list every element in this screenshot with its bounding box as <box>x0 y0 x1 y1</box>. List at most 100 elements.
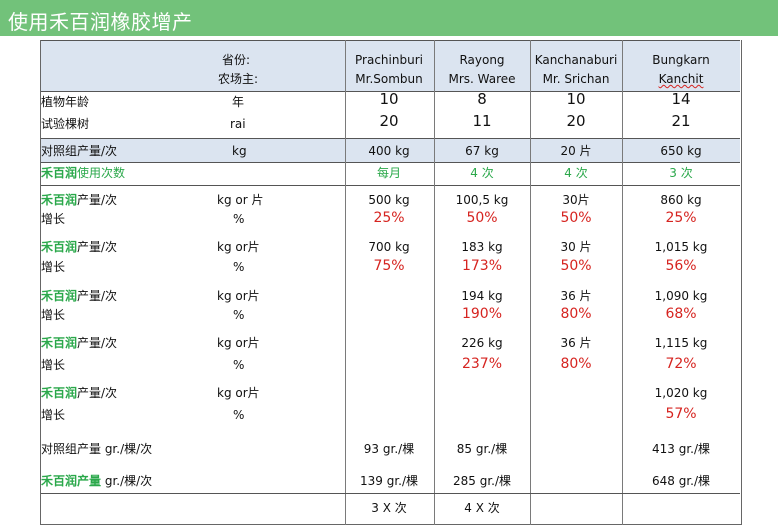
control-yield-value: 67 kg <box>465 144 499 158</box>
trial-yield-value: 226 kg <box>461 336 503 350</box>
control-yield-value: 20 片 <box>560 144 592 158</box>
control-per-tree-label: 对照组产量 gr./棵/次 <box>41 442 153 456</box>
growth-value: 50% <box>466 210 498 226</box>
usage-value: 每月 <box>376 166 402 180</box>
farm-province: Bungkarn <box>652 53 710 67</box>
trial-yield-label: 禾百润产量/次 <box>41 289 118 303</box>
column-divider <box>434 40 435 525</box>
column-divider <box>345 40 346 525</box>
growth-value: 25% <box>373 210 405 226</box>
trees-value: 20 <box>566 112 586 130</box>
trial-yield-value: 1,020 kg <box>654 386 708 400</box>
farm-province: Rayong <box>459 53 505 67</box>
trial-unit: kg or片 <box>217 289 260 303</box>
growth-value: 56% <box>665 258 697 274</box>
growth-value: 75% <box>373 258 405 274</box>
farmer-label: 农场主: <box>218 72 259 86</box>
trial-yield-value: 183 kg <box>461 240 503 254</box>
age-value: 10 <box>379 90 399 108</box>
usage-row-divider <box>41 185 740 186</box>
farm-province: Kanchanaburi <box>534 53 618 67</box>
control-yield-value: 650 kg <box>660 144 702 158</box>
footer-divider <box>41 493 740 494</box>
trial-unit: kg or片 <box>217 386 260 400</box>
trial-unit: kg or 片 <box>217 193 264 207</box>
trial-yield-value: 500 kg <box>368 193 410 207</box>
column-divider <box>622 40 623 525</box>
control-yield-label: 对照组产量/次 <box>41 144 118 158</box>
growth-value: 80% <box>560 306 592 322</box>
trial-yield-label: 禾百润产量/次 <box>41 240 118 254</box>
growth-unit: % <box>233 212 245 226</box>
growth-value: 50% <box>560 210 592 226</box>
header-band <box>41 40 740 92</box>
title-banner: 使用禾百润橡胶增产 <box>0 0 778 36</box>
growth-unit: % <box>233 308 245 322</box>
usage-value: 4 次 <box>564 166 588 180</box>
trial-unit: kg or片 <box>217 240 260 254</box>
growth-value: 50% <box>560 258 592 274</box>
growth-unit: % <box>233 358 245 372</box>
growth-value: 237% <box>461 356 503 372</box>
growth-unit: % <box>233 260 245 274</box>
age-value: 14 <box>671 90 691 108</box>
trees-value: 20 <box>379 112 399 130</box>
trial-yield-value: 1,015 kg <box>654 240 708 254</box>
control-yield-value: 400 kg <box>368 144 410 158</box>
control-per-tree-value: 93 gr./棵 <box>363 442 415 456</box>
trial-yield-label: 禾百润产量/次 <box>41 386 118 400</box>
farm-farmer: Mrs. Waree <box>448 72 516 86</box>
usage-value: 4 次 <box>470 166 494 180</box>
growth-value: 68% <box>665 306 697 322</box>
trial-yield-value: 100,5 kg <box>455 193 509 207</box>
farm-farmer: Mr.Sombun <box>355 72 423 86</box>
province-label: 省份: <box>222 53 251 67</box>
product-per-tree-value: 648 gr./棵 <box>651 474 711 488</box>
farm-province: Prachinburi <box>355 53 423 67</box>
trial-yield-value: 700 kg <box>368 240 410 254</box>
growth-label: 增长 <box>41 260 66 274</box>
control-per-tree-value: 413 gr./棵 <box>651 442 711 456</box>
age-value: 8 <box>477 90 487 108</box>
trial-yield-value: 194 kg <box>461 289 503 303</box>
age-label: 植物年龄 <box>41 95 90 109</box>
product-per-tree-label: 禾百润产量 gr./棵/次 <box>41 474 153 488</box>
trial-yield-value: 1,115 kg <box>654 336 708 350</box>
growth-value: 80% <box>560 356 592 372</box>
trial-yield-value: 1,090 kg <box>654 289 708 303</box>
trial-yield-label: 禾百润产量/次 <box>41 193 118 207</box>
farm-farmer: Kanchit <box>658 72 704 86</box>
growth-unit: % <box>233 408 245 422</box>
growth-label: 增长 <box>41 408 66 422</box>
growth-value: 173% <box>461 258 503 274</box>
growth-value: 25% <box>665 210 697 226</box>
column-divider <box>530 40 531 525</box>
trees-unit: rai <box>230 117 246 131</box>
growth-value: 72% <box>665 356 697 372</box>
trial-yield-value: 860 kg <box>660 193 702 207</box>
growth-value: 57% <box>665 406 697 422</box>
frequency-value: 3 X 次 <box>371 501 407 515</box>
age-unit: 年 <box>232 95 245 109</box>
product-per-tree-value: 139 gr./棵 <box>359 474 419 488</box>
trees-value: 11 <box>472 112 492 130</box>
growth-label: 增长 <box>41 212 66 226</box>
trees-label: 试验棵树 <box>41 117 90 131</box>
growth-value: 190% <box>461 306 503 322</box>
product-per-tree-value: 285 gr./棵 <box>452 474 512 488</box>
growth-label: 增长 <box>41 308 66 322</box>
frequency-value: 4 X 次 <box>464 501 500 515</box>
farm-farmer: Mr. Srichan <box>542 72 610 86</box>
control-per-tree-value: 85 gr./棵 <box>456 442 508 456</box>
trial-yield-value: 30 片 <box>560 240 592 254</box>
trial-yield-value: 36 片 <box>560 289 592 303</box>
trial-yield-value: 30片 <box>562 193 590 207</box>
age-value: 10 <box>566 90 586 108</box>
usage-label: 禾百润使用次数 <box>41 166 126 180</box>
usage-value: 3 次 <box>669 166 693 180</box>
growth-label: 增长 <box>41 358 66 372</box>
control-yield-band <box>41 138 740 163</box>
trees-value: 21 <box>671 112 691 130</box>
page-title: 使用禾百润橡胶增产 <box>8 10 193 34</box>
trial-yield-value: 36 片 <box>560 336 592 350</box>
